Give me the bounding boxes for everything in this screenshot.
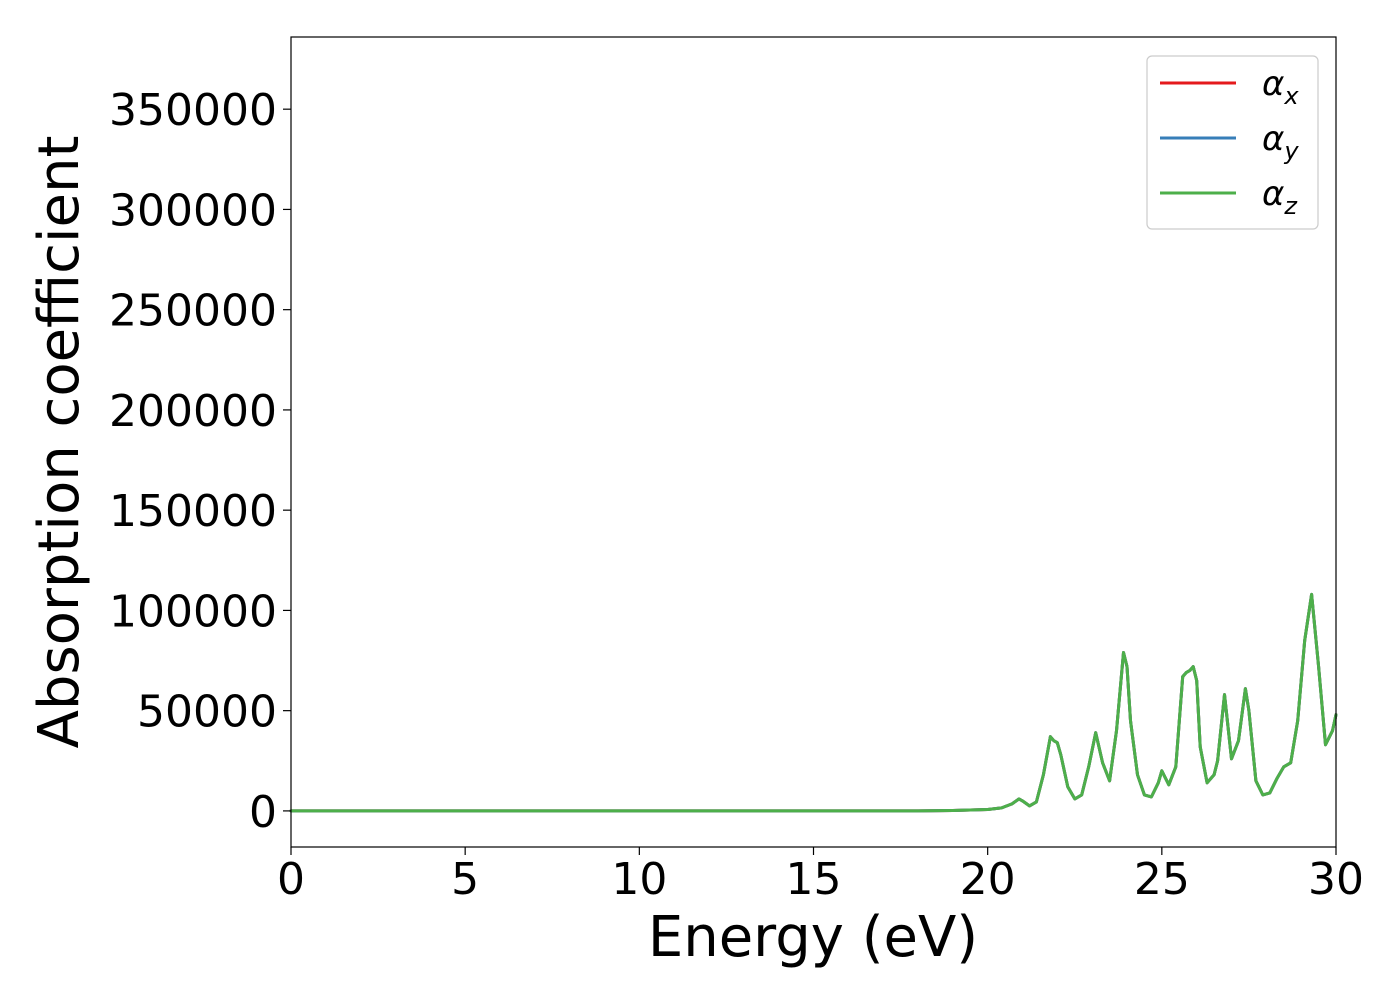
- legend-box: [1146, 55, 1319, 230]
- y-tick-label: 350000: [109, 85, 277, 136]
- x-tick-label: 5: [451, 854, 479, 905]
- x-axis-title: Energy (eV): [648, 905, 978, 970]
- y-tick-label: 150000: [109, 486, 277, 537]
- y-axis-title: Absorption coefficient: [27, 136, 92, 749]
- y-tick-label: 0: [249, 787, 277, 838]
- y-tick-label: 100000: [109, 586, 277, 637]
- x-tick-label: 25: [1134, 854, 1190, 905]
- series-layer: [289, 592, 1338, 813]
- x-axis: 0 5 10 15 20 25 30: [277, 847, 1364, 905]
- x-tick-label: 15: [786, 854, 842, 905]
- y-tick-label: 300000: [109, 185, 277, 236]
- x-tick-label: 0: [277, 854, 305, 905]
- y-tick-label: 50000: [137, 687, 277, 738]
- x-tick-label: 10: [611, 854, 667, 905]
- y-tick-label: 250000: [109, 286, 277, 337]
- x-tick-label: 30: [1308, 854, 1364, 905]
- x-tick-label: 20: [960, 854, 1016, 905]
- y-axis: 0 50000 100000 150000 200000 250000 300000 3500…: [109, 85, 291, 838]
- y-tick-label: 200000: [109, 386, 277, 437]
- legend-label-y: αy: [1262, 119, 1299, 165]
- series-line-z: [289, 592, 1338, 813]
